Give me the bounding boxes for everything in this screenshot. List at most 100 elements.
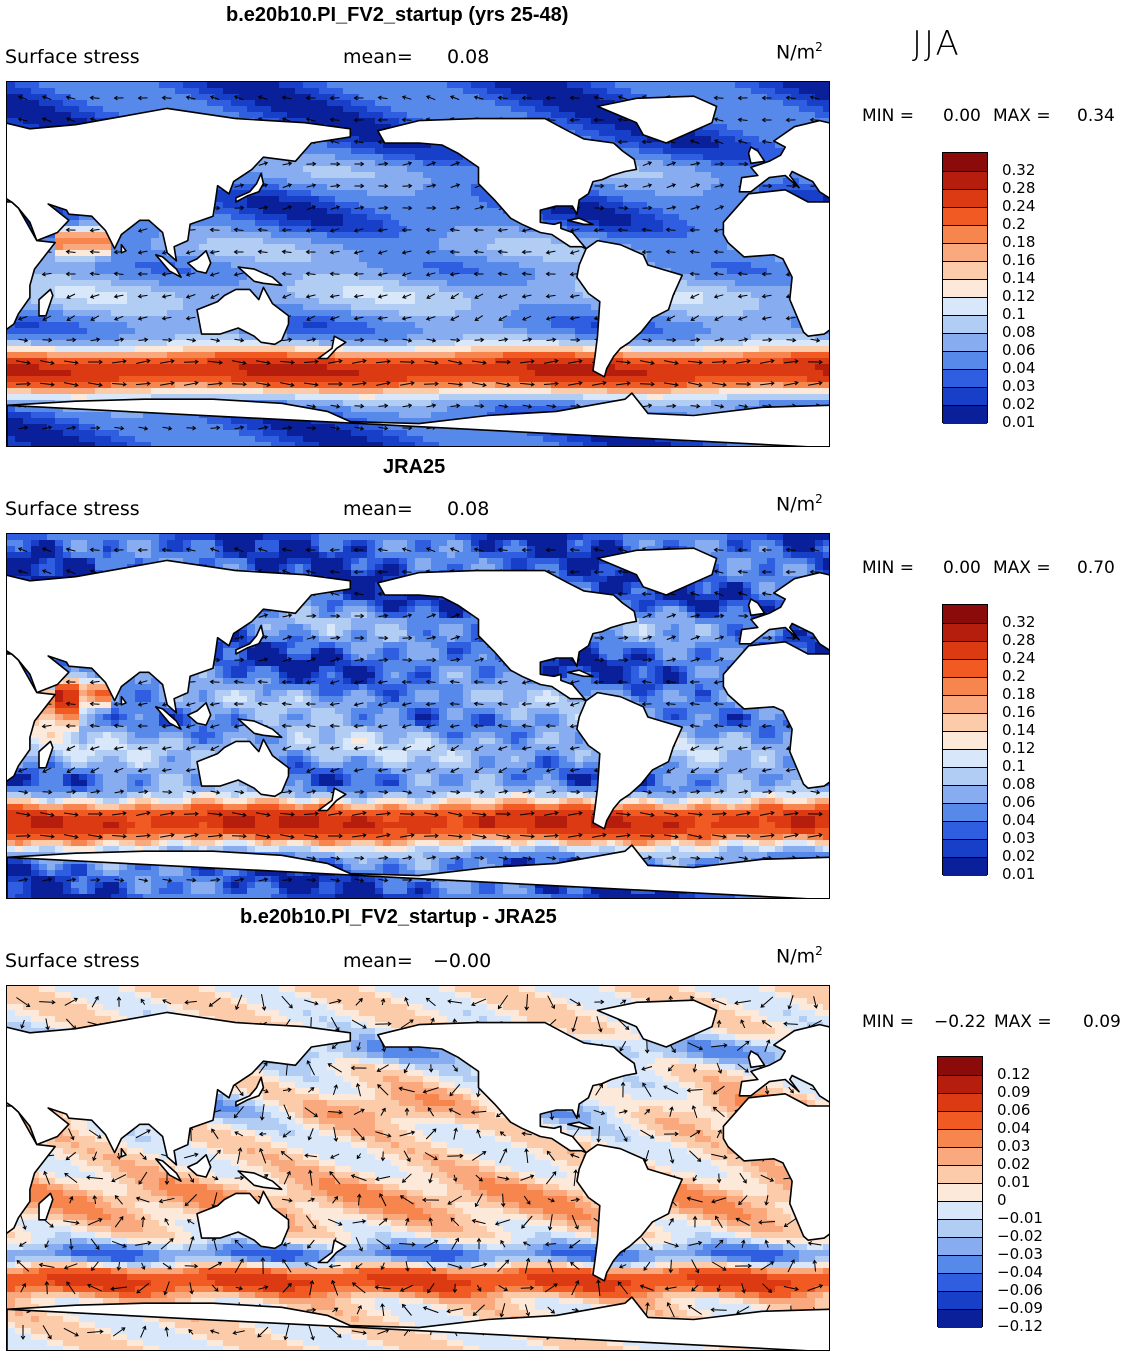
field-cell <box>335 118 344 125</box>
field-cell <box>279 340 288 347</box>
field-cell <box>311 346 320 353</box>
field-cell <box>239 184 248 191</box>
field-cell <box>255 112 264 119</box>
field-cell <box>543 106 552 113</box>
field-cell <box>319 106 328 113</box>
field-cell <box>607 214 616 221</box>
field-cell <box>495 100 504 107</box>
field-cell <box>335 142 344 149</box>
field-cell <box>343 148 352 155</box>
field-cell <box>95 274 104 281</box>
field-cell <box>471 292 480 299</box>
field-cell <box>703 94 712 101</box>
field-cell <box>239 346 248 353</box>
field-cell <box>151 82 160 89</box>
field-cell <box>271 178 280 185</box>
field-cell <box>711 202 720 209</box>
field-cell <box>391 178 400 185</box>
field-cell <box>495 328 504 335</box>
field-cell <box>63 250 72 257</box>
field-cell <box>439 202 448 209</box>
field-cell <box>55 328 64 335</box>
field-cell <box>455 352 464 359</box>
field-cell <box>487 274 496 281</box>
field-cell <box>295 256 304 263</box>
field-cell <box>727 208 736 215</box>
field-cell <box>359 154 368 161</box>
field-cell <box>295 160 304 167</box>
field-cell <box>263 244 272 251</box>
field-cell <box>599 124 608 131</box>
field-cell <box>583 100 592 107</box>
field-cell <box>215 100 224 107</box>
field-cell <box>639 136 648 143</box>
field-cell <box>375 106 384 113</box>
field-cell <box>423 106 432 113</box>
field-cell <box>159 310 168 317</box>
field-cell <box>223 88 232 95</box>
field-cell <box>631 202 640 209</box>
field-cell <box>303 280 312 287</box>
field-cell <box>39 268 48 275</box>
field-cell <box>271 106 280 113</box>
field-cell <box>231 208 240 215</box>
field-cell <box>87 262 96 269</box>
field-cell <box>615 142 624 149</box>
field-cell <box>743 136 752 143</box>
field-cell <box>383 178 392 185</box>
field-cell <box>519 88 528 95</box>
field-cell <box>303 226 312 233</box>
field-cell <box>719 328 728 335</box>
field-cell <box>767 340 776 347</box>
field-cell <box>495 280 504 287</box>
field-cell <box>367 178 376 185</box>
field-cell <box>343 316 352 323</box>
field-cell <box>175 262 184 269</box>
field-cell <box>671 178 680 185</box>
field-cell <box>287 274 296 281</box>
field-cell <box>63 238 72 245</box>
field-cell <box>223 274 232 281</box>
field-cell <box>791 118 800 125</box>
field-cell <box>87 298 96 305</box>
field-cell <box>703 160 712 167</box>
field-cell <box>775 100 784 107</box>
field-cell <box>599 202 608 209</box>
field-cell <box>423 286 432 293</box>
field-cell <box>703 184 712 191</box>
field-cell <box>439 112 448 119</box>
field-cell <box>95 328 104 335</box>
field-cell <box>47 346 56 353</box>
field-cell <box>319 262 328 269</box>
field-cell <box>399 142 408 149</box>
field-cell <box>423 304 432 311</box>
field-cell <box>103 238 112 245</box>
field-cell <box>727 130 736 137</box>
field-cell <box>295 88 304 95</box>
field-cell <box>391 190 400 197</box>
field-cell <box>727 364 736 371</box>
field-cell <box>503 304 512 311</box>
field-cell <box>351 154 360 161</box>
field-cell <box>711 166 720 173</box>
field-cell <box>791 352 800 359</box>
field-cell <box>407 172 416 179</box>
field-cell <box>223 238 232 245</box>
field-cell <box>175 274 184 281</box>
field-cell <box>287 106 296 113</box>
field-cell <box>423 112 432 119</box>
field-cell <box>55 358 64 365</box>
field-cell <box>439 226 448 233</box>
field-cell <box>255 286 264 293</box>
field-cell <box>463 196 472 203</box>
field-cell <box>695 274 704 281</box>
field-cell <box>431 82 440 89</box>
field-cell <box>455 202 464 209</box>
field-cell <box>311 304 320 311</box>
field-cell <box>799 88 808 95</box>
field-cell <box>7 340 16 347</box>
field-cell <box>775 106 784 113</box>
field-cell <box>71 328 80 335</box>
field-cell <box>159 364 168 371</box>
field-cell <box>423 262 432 269</box>
